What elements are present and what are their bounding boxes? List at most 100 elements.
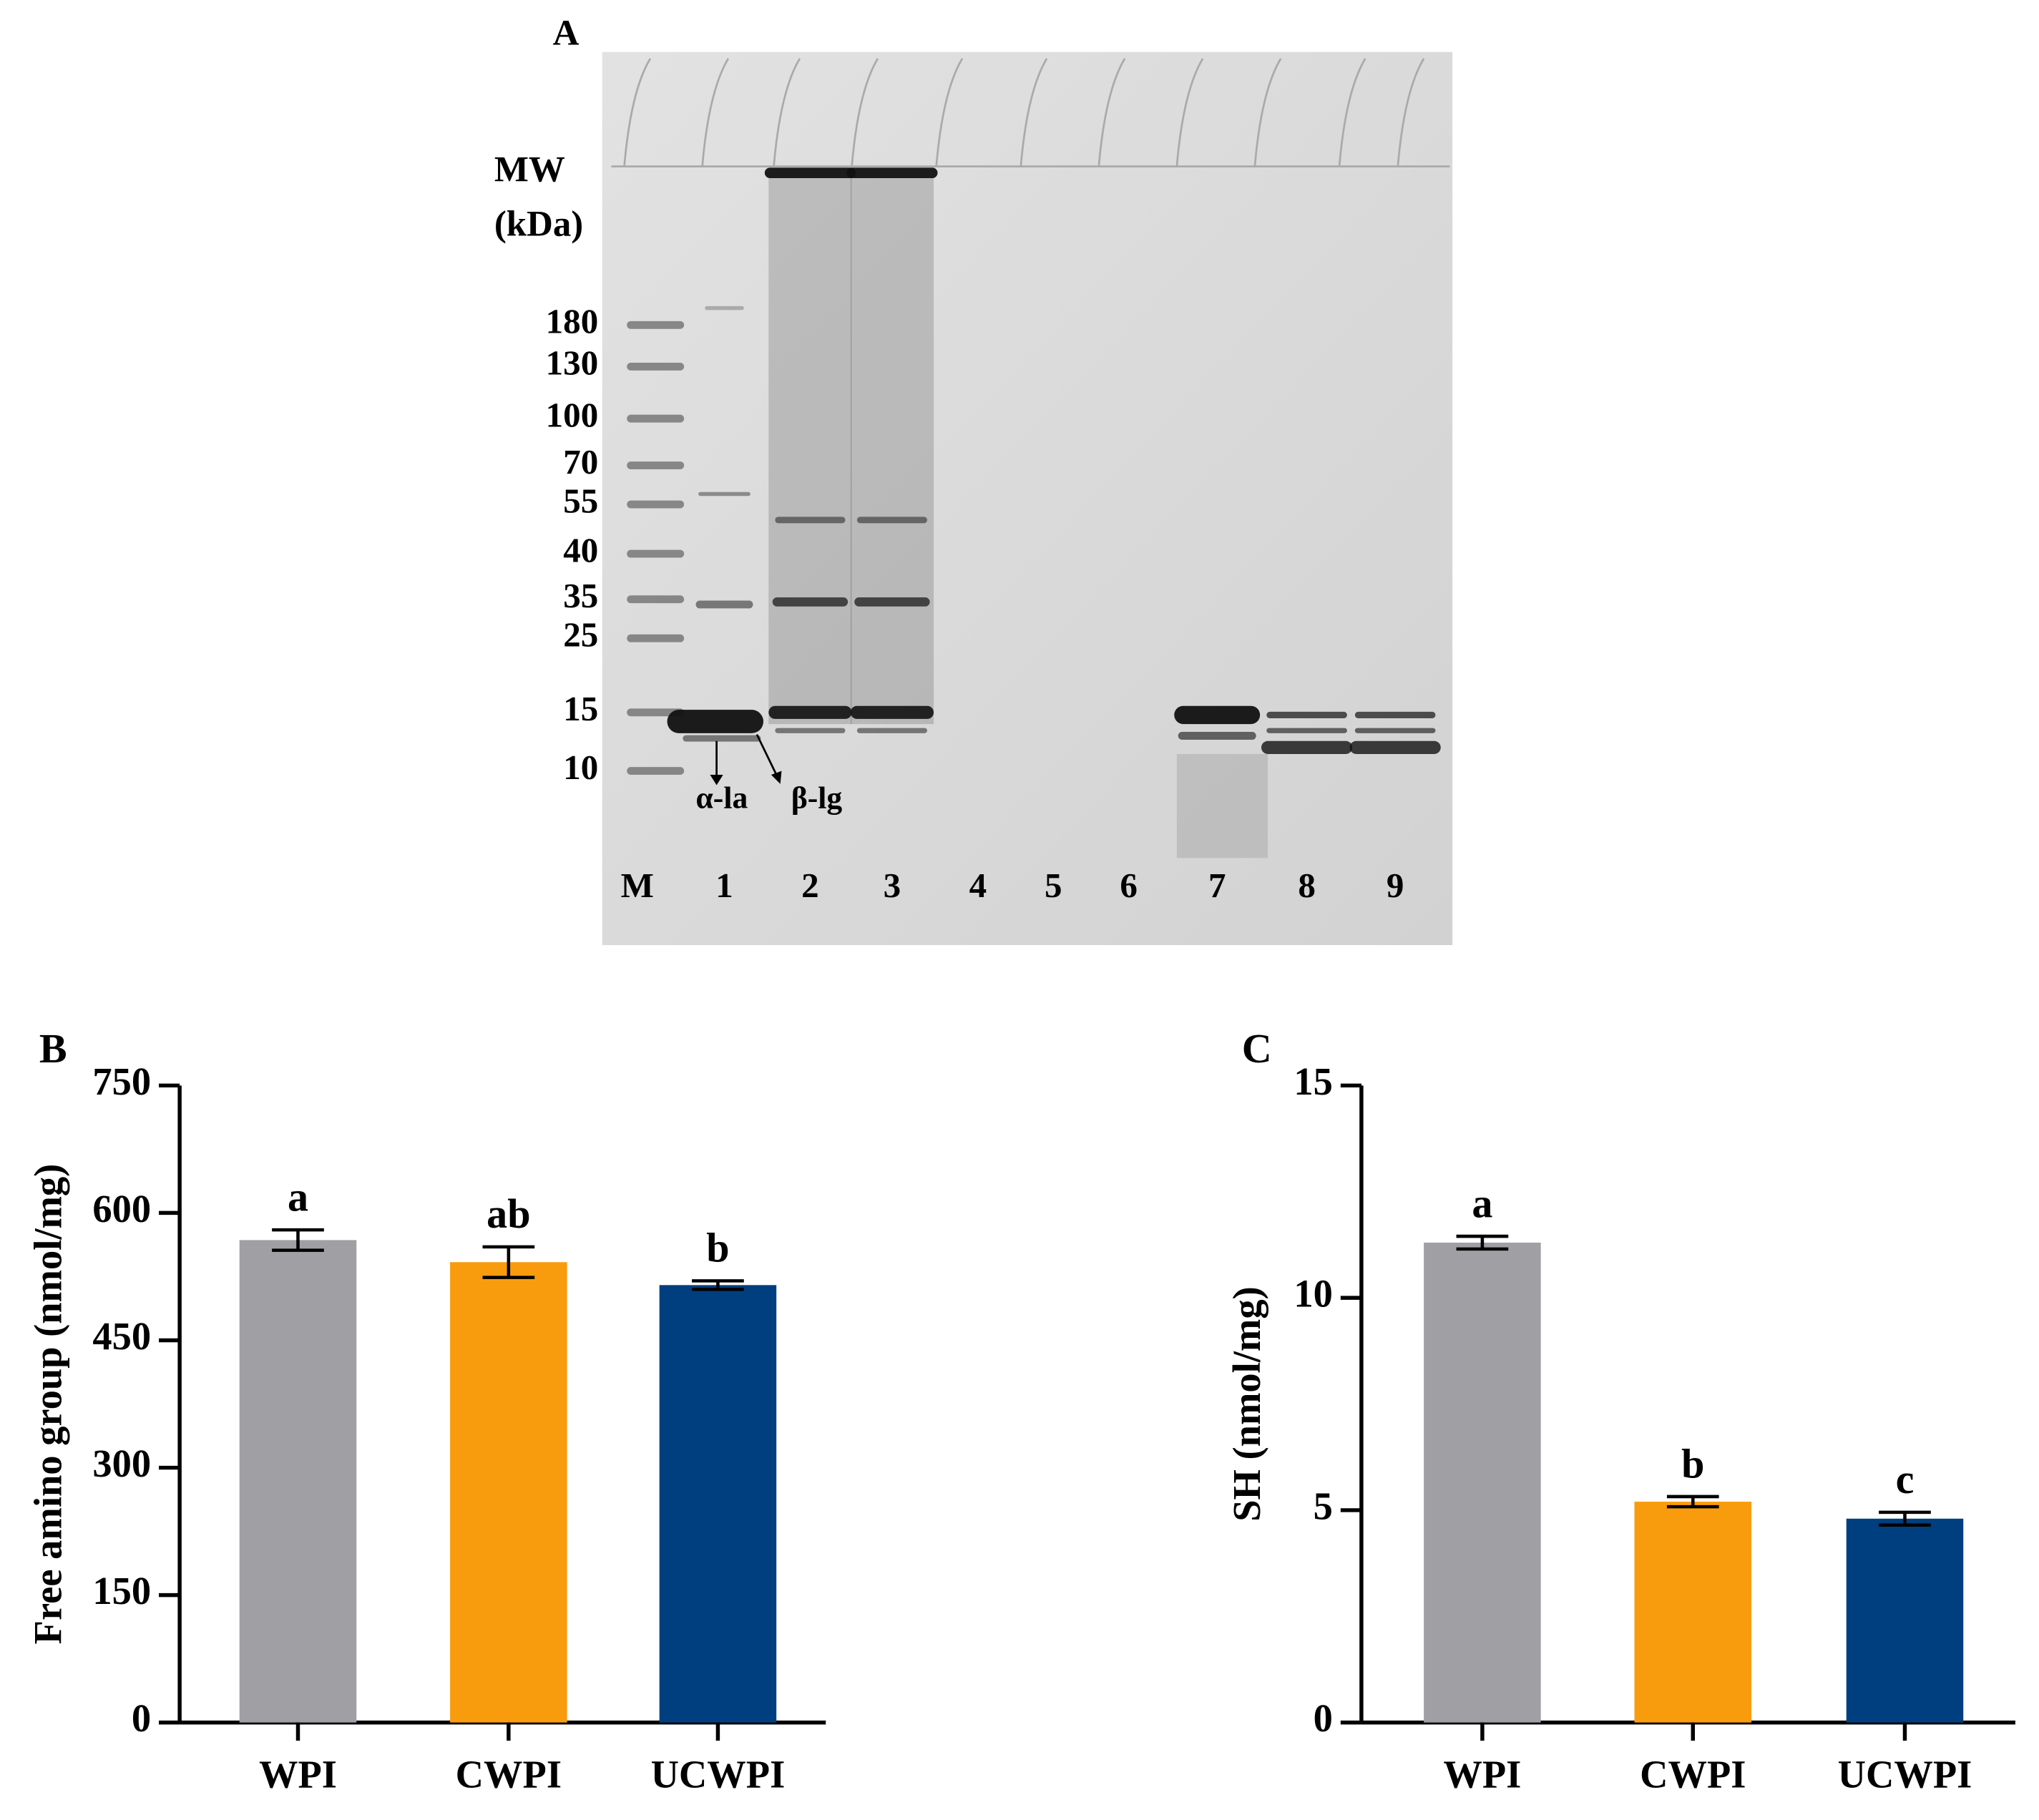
bar (659, 1285, 777, 1723)
protein-band (683, 735, 761, 742)
error-bar (1456, 1234, 1509, 1251)
significance-label: b (1681, 1440, 1704, 1487)
panel-label: C (1242, 1025, 1272, 1072)
significance-label: ab (486, 1190, 530, 1237)
y-tick-label: 15 (1294, 1060, 1333, 1103)
mw-label: 15 (563, 689, 598, 728)
protein-band (1349, 740, 1441, 754)
significance-label: a (1472, 1180, 1492, 1226)
y-tick-label: 150 (92, 1569, 151, 1613)
band-label: β-lg (791, 781, 843, 815)
marker-band (627, 321, 685, 329)
x-tick-label: CWPI (1640, 1752, 1746, 1796)
mw-label: 55 (563, 481, 598, 520)
mw-label: 70 (563, 442, 598, 481)
smear (850, 177, 934, 725)
y-tick-label: 750 (92, 1060, 151, 1103)
panel-label: A (553, 14, 580, 54)
arrow-head (771, 770, 782, 784)
protein-band (764, 167, 856, 178)
protein-band (1354, 728, 1436, 733)
x-tick-label: WPI (259, 1752, 337, 1796)
protein-band (695, 600, 753, 609)
mw-title: MW (494, 150, 565, 190)
protein-band (667, 710, 764, 733)
lane-label: 6 (1120, 866, 1138, 905)
gel-wells (611, 58, 1450, 167)
mw-title: (kDa) (494, 205, 583, 245)
mw-label: 130 (546, 343, 599, 383)
lane-label: 2 (801, 866, 819, 905)
error-bar (1879, 1510, 1931, 1527)
x-tick-label: CWPI (456, 1752, 562, 1796)
smear (768, 177, 852, 725)
lane-label: 7 (1208, 866, 1226, 905)
gel-bands (627, 167, 1441, 858)
lane-label: 9 (1387, 866, 1404, 905)
y-tick-label: 600 (92, 1187, 151, 1231)
mw-label: 10 (563, 748, 598, 787)
y-tick-label: 0 (132, 1696, 151, 1740)
y-tick-label: 300 (92, 1442, 151, 1485)
significance-label: b (706, 1225, 729, 1271)
protein-band (698, 491, 750, 496)
lane-label: 3 (884, 866, 901, 905)
y-tick-label: 450 (92, 1314, 151, 1358)
band-label: α-la (695, 781, 748, 815)
lane-label: 8 (1298, 866, 1316, 905)
lane-label: 1 (715, 866, 733, 905)
protein-band (1266, 728, 1347, 733)
error-bar (692, 1279, 744, 1291)
y-axis-label: SH (nmol/mg) (1225, 1286, 1268, 1522)
protein-band (856, 517, 927, 524)
mw-label: 25 (563, 615, 598, 654)
protein-band (856, 728, 927, 733)
bar (1846, 1518, 1964, 1723)
marker-band (627, 595, 685, 604)
gel-image (602, 52, 1453, 946)
protein-band (1174, 705, 1261, 725)
protein-band (775, 728, 846, 733)
marker-band (627, 767, 685, 776)
protein-band (1261, 740, 1353, 754)
lane-label: M (621, 866, 654, 905)
x-tick-label: WPI (1443, 1752, 1521, 1796)
mw-label: 35 (563, 576, 598, 615)
error-bar (272, 1228, 324, 1252)
error-bar (1666, 1494, 1719, 1509)
y-tick-label: 5 (1314, 1484, 1333, 1527)
protein-band (768, 705, 852, 719)
protein-band (854, 597, 930, 607)
marker-band (627, 414, 685, 423)
y-tick-label: 0 (1314, 1696, 1333, 1740)
protein-band (1266, 711, 1347, 718)
lane-label: 4 (969, 866, 987, 905)
marker-band (627, 362, 685, 371)
protein-band (846, 167, 938, 178)
smear (1176, 753, 1268, 858)
mw-label: 40 (563, 530, 598, 569)
bar (1634, 1502, 1752, 1723)
marker-band (627, 634, 685, 642)
bar (1424, 1242, 1541, 1723)
protein-band (772, 597, 849, 607)
error-bar (482, 1245, 535, 1279)
significance-label: c (1896, 1456, 1915, 1502)
y-axis-label: Free amino group (nmol/mg) (26, 1164, 70, 1645)
protein-band (775, 517, 846, 524)
mw-label: 100 (546, 395, 599, 434)
bar (450, 1262, 567, 1723)
arrow (756, 734, 779, 778)
protein-band (850, 705, 934, 719)
marker-band (627, 549, 685, 558)
panel-label: B (39, 1025, 67, 1072)
significance-label: a (288, 1174, 308, 1220)
marker-band (627, 461, 685, 469)
lane-label: 5 (1045, 866, 1062, 905)
protein-band (705, 305, 744, 310)
protein-band (1178, 732, 1256, 740)
protein-band (1354, 711, 1436, 718)
marker-band (627, 500, 685, 509)
